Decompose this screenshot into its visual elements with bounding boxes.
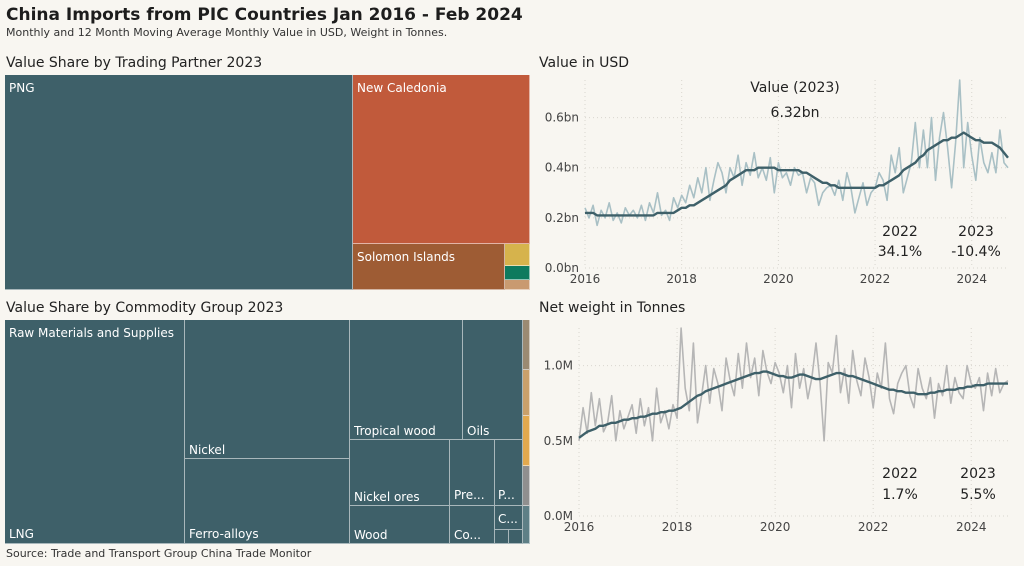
treemap-cell-small-1[interactable] [495,530,509,544]
x-tick-label: 2020 [763,272,794,286]
treemap-label-oils: Oils [467,424,490,438]
series-line-monthly [578,327,1009,442]
treemap-label-pre: Pre... [454,488,485,502]
weight-growth-year: 2022 [882,466,918,482]
partner-treemap[interactable]: PNG New Caledonia Solomon Islands [5,75,530,290]
treemap-cell-tropical-wood[interactable]: Tropical wood [350,320,463,440]
x-tick-label: 2022 [860,272,891,286]
treemap-label-nickel: Nickel [189,443,226,457]
treemap-cell-png[interactable]: PNG [5,75,353,290]
partner-treemap-title: Value Share by Trading Partner 2023 [6,55,263,71]
treemap-label-ferro-alloys: Ferro-alloys [189,527,259,541]
treemap-cell-strip-2[interactable] [523,370,530,416]
value-annotation-value: 6.32bn [771,105,820,121]
treemap-label-c: C... [498,512,518,526]
x-tick-label: 2016 [564,520,595,534]
value-line-chart[interactable]: 0.0bn 0.2bn 0.4bn 0.6bn 2016 2018 2020 2022 2024… [535,70,1024,290]
value-annotation-label: Value (2023) [750,80,839,96]
value-growth-year: 2022 [882,224,918,240]
commodity-treemap[interactable]: Raw Materials and Supplies LNG Nickel Fe… [5,320,530,544]
page-subtitle: Monthly and 12 Month Moving Average Mont… [6,26,448,39]
y-tick-label: 0.2bn [545,211,579,225]
x-tick-label: 2016 [570,272,601,286]
y-tick-label: 0.6bn [545,111,579,125]
series-line-moving-average [585,131,1009,217]
x-tick-label: 2018 [666,272,697,286]
treemap-label-co: Co... [454,528,481,542]
treemap-cell-wood[interactable]: Wood [350,506,450,544]
treemap-cell-nickel[interactable]: Nickel [185,320,350,459]
source-note: Source: Trade and Transport Group China … [6,547,312,560]
treemap-cell-co[interactable]: Co... [450,506,495,544]
value-growth-pct: 34.1% [878,244,922,260]
weight-growth-pct: 5.5% [960,487,996,503]
treemap-cell-p[interactable]: P... [495,440,523,506]
value-chart-title: Value in USD [539,55,630,71]
treemap-cell-new-caledonia[interactable]: New Caledonia [353,75,530,244]
treemap-cell-pre[interactable]: Pre... [450,440,495,506]
weight-chart-title: Net weight in Tonnes [539,300,686,316]
treemap-label-png: PNG [9,81,35,95]
treemap-label-solomon-islands: Solomon Islands [357,250,456,264]
treemap-cell-nickel-ores[interactable]: Nickel ores [350,440,450,506]
treemap-cell-solomon-islands[interactable]: Solomon Islands [353,244,505,290]
y-tick-label: 0.0bn [545,261,579,275]
treemap-cell-partner-4[interactable] [505,244,530,266]
page-title: China Imports from PIC Countries Jan 201… [6,5,523,25]
y-tick-label: 0.5M [544,434,573,448]
weight-growth-year: 2023 [960,466,996,482]
value-growth-year: 2023 [958,224,994,240]
treemap-label-raw-materials: Raw Materials and Supplies [9,326,175,340]
treemap-cell-strip-1[interactable] [523,320,530,370]
x-tick-label: 2024 [956,272,987,286]
treemap-label-new-caledonia: New Caledonia [357,81,447,95]
series-line-monthly [584,79,1009,227]
treemap-label-tropical-wood: Tropical wood [354,424,436,438]
x-tick-label: 2024 [956,520,987,534]
treemap-label-wood: Wood [354,528,388,542]
treemap-label-lng: LNG [9,527,34,541]
series-line-moving-average [578,370,1008,439]
commodity-treemap-title: Value Share by Commodity Group 2023 [6,300,284,316]
treemap-cell-partner-5[interactable] [505,266,530,280]
treemap-cell-oils[interactable]: Oils [463,320,523,440]
weight-growth-pct: 1.7% [882,487,918,503]
treemap-cell-strip-4[interactable] [523,466,530,506]
treemap-cell-strip-3[interactable] [523,416,530,466]
treemap-label-p: P... [498,488,515,502]
x-tick-label: 2020 [760,520,791,534]
treemap-label-nickel-ores: Nickel ores [354,490,420,504]
treemap-cell-c[interactable]: C... [495,506,523,530]
x-tick-label: 2022 [858,520,889,534]
treemap-cell-partner-6[interactable] [505,280,530,290]
weight-line-chart[interactable]: 0.0M 0.5M 1.0M 2016 2018 2020 2022 2024 2022 1.7%… [535,318,1024,540]
treemap-cell-small-2[interactable] [509,530,523,544]
x-tick-label: 2018 [662,520,693,534]
y-tick-label: 1.0M [544,359,573,373]
treemap-cell-raw-materials[interactable]: Raw Materials and Supplies LNG [5,320,185,544]
y-tick-label: 0.4bn [545,161,579,175]
treemap-cell-ferro-alloys[interactable]: Ferro-alloys [185,459,350,544]
y-tick-label: 0.0M [544,509,573,523]
value-growth-pct: -10.4% [951,244,1001,260]
treemap-cell-strip-5[interactable] [523,506,530,544]
